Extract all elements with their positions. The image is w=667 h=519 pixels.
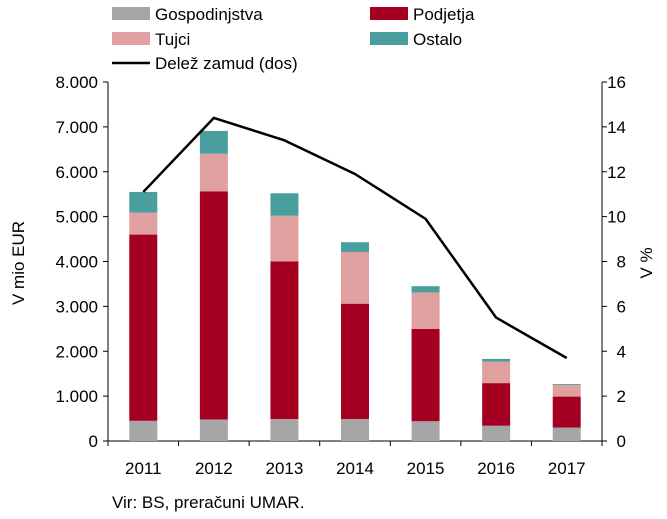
bar-ostalo — [411, 286, 440, 293]
y2-axis-label: V % — [637, 247, 656, 278]
bar-gospodinjstva — [341, 419, 369, 441]
bar-tujci — [482, 361, 511, 384]
y2-tick-label: 10 — [607, 208, 626, 227]
legend-label: Gospodinjstva — [155, 5, 263, 24]
legend-swatch — [112, 32, 150, 45]
y-tick-label: 8.000 — [55, 73, 98, 92]
legend-swatch — [370, 32, 408, 45]
y-tick-label: 5.000 — [55, 208, 98, 227]
bar-tujci — [270, 215, 299, 262]
legend-label: Podjetja — [413, 5, 475, 24]
bar-tujci — [552, 384, 581, 397]
bar-gospodinjstva — [411, 421, 440, 441]
bar-ostalo — [552, 384, 581, 385]
y-tick-label: 4.000 — [55, 253, 98, 272]
x-tick-label: 2016 — [477, 459, 515, 478]
bar-tujci — [341, 252, 369, 304]
bar-ostalo — [341, 242, 369, 253]
y-tick-label: 7.000 — [55, 118, 98, 137]
bar-ostalo — [482, 358, 511, 362]
y2-tick-label: 14 — [607, 118, 626, 137]
bar-podjetja — [482, 383, 511, 426]
axes: 0 1.000 2.000 3.000 4.000 5.000 6.000 7.000 8.00… — [55, 73, 626, 478]
bar-podjetja — [552, 396, 581, 428]
y2-tick-label: 6 — [617, 297, 626, 316]
line-series — [142, 116, 568, 360]
y-tick-label: 2.000 — [55, 342, 98, 361]
x-tick-label: 2014 — [336, 459, 374, 478]
y-tick-label: 6.000 — [55, 163, 98, 182]
y2-tick-label: 4 — [617, 342, 626, 361]
y2-tick-label: 2 — [617, 387, 626, 406]
y-tick-label: 0 — [89, 432, 98, 451]
y2-tick-label: 8 — [617, 253, 626, 272]
legend-label: Delež zamud (dos) — [155, 54, 298, 73]
bar-tujci — [129, 212, 158, 235]
source-note: Vir: BS, preračuni UMAR. — [112, 493, 304, 512]
bar-gospodinjstva — [270, 419, 299, 441]
legend: Gospodinjstva Podjetja Tujci Ostalo Delež za… — [112, 5, 475, 73]
x-tick-label: 2011 — [125, 459, 162, 478]
x-tick-label: 2013 — [266, 459, 304, 478]
bar-ostalo — [270, 193, 299, 216]
y-tick-label: 1.000 — [55, 387, 98, 406]
x-tick-label: 2012 — [195, 459, 233, 478]
legend-label: Tujci — [155, 30, 190, 49]
bar-gospodinjstva — [482, 425, 511, 441]
y-axis-label: V mio EUR — [9, 221, 28, 305]
bar-gospodinjstva — [552, 427, 581, 441]
bars — [129, 130, 581, 441]
bar-gospodinjstva — [199, 419, 228, 441]
bar-tujci — [411, 292, 440, 329]
y2-tick-label: 12 — [607, 163, 626, 182]
bar-tujci — [199, 153, 228, 192]
bar-podjetja — [270, 261, 299, 420]
x-tick-label: 2017 — [548, 459, 586, 478]
bar-podjetja — [129, 234, 158, 421]
y2-tick-label: 0 — [617, 432, 626, 451]
x-tick-label: 2015 — [407, 459, 445, 478]
bar-podjetja — [341, 303, 369, 420]
bar-podjetja — [199, 191, 228, 420]
legend-swatch — [112, 7, 150, 20]
bar-ostalo — [199, 130, 228, 154]
legend-swatch — [370, 7, 408, 20]
bar-podjetja — [411, 328, 440, 422]
legend-label: Ostalo — [413, 30, 462, 49]
y-tick-label: 3.000 — [55, 297, 98, 316]
bar-ostalo — [129, 191, 158, 213]
y2-tick-label: 16 — [607, 73, 626, 92]
bar-gospodinjstva — [129, 420, 158, 441]
